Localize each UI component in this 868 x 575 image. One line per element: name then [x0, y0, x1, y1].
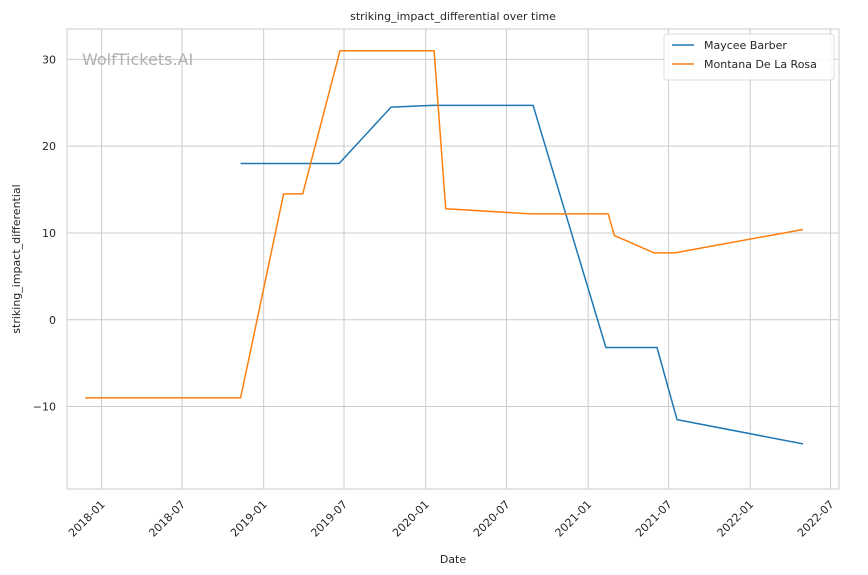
plot-area [66, 28, 840, 490]
legend-label: Maycee Barber [704, 39, 787, 52]
y-tick-label: 30 [42, 53, 56, 66]
legend-box [663, 33, 835, 81]
y-tick-label: 0 [49, 314, 56, 327]
y-tick-label: 10 [42, 227, 56, 240]
plot-border [66, 28, 840, 490]
y-tick-label: −10 [33, 401, 56, 414]
y-axis-label: striking_impact_differential [10, 184, 23, 333]
series-line-maycee-barber [240, 104, 804, 445]
series-group [85, 49, 804, 445]
legend-label: Montana De La Rosa [704, 58, 817, 71]
watermark: WolfTickets.AI [82, 50, 193, 69]
chart-title: striking_impact_differential over time [350, 10, 556, 23]
y-tick-label: 20 [42, 140, 56, 153]
series-line-montana-de-la-rosa [85, 49, 804, 399]
legend: Maycee Barber Montana De La Rosa [663, 33, 835, 81]
plot-background [67, 29, 839, 489]
y-axis-ticks: 30 20 10 0 −10 [33, 53, 56, 413]
x-axis-label: Date [440, 553, 467, 566]
